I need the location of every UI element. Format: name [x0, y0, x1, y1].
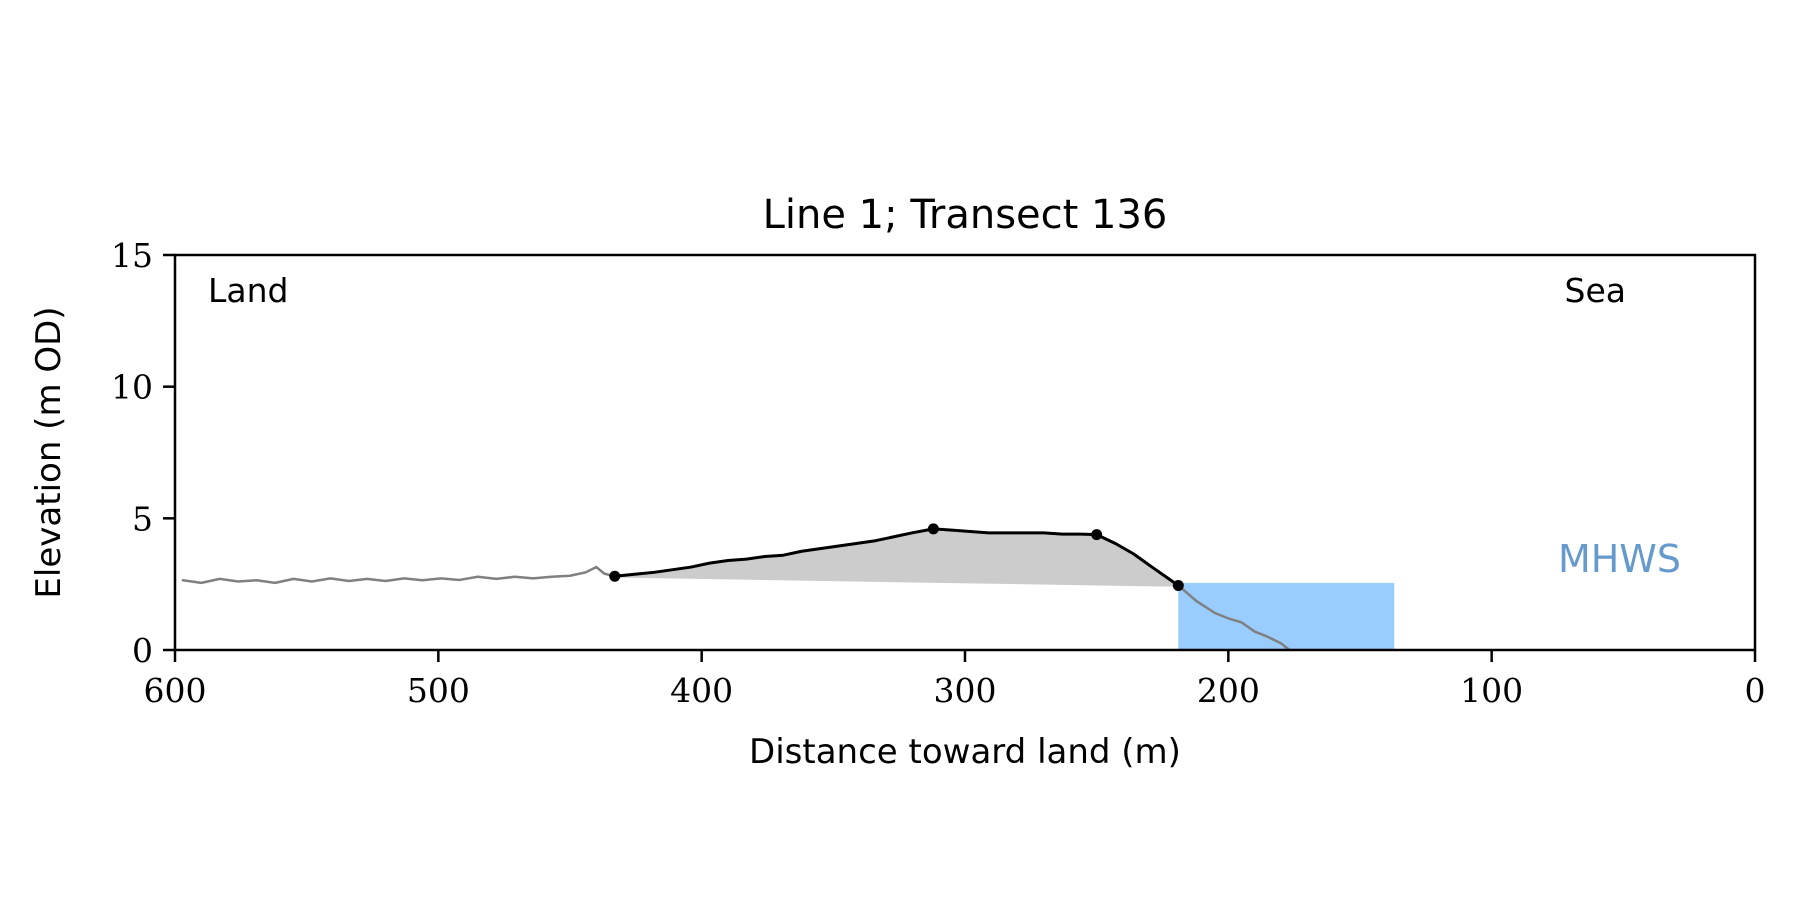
- y-tick-label: 0: [132, 631, 153, 670]
- profile-key-point: [1091, 529, 1103, 541]
- dune-fill-area: [614, 528, 1179, 587]
- x-axis-label: Distance toward land (m): [749, 732, 1181, 772]
- x-tick-label: 100: [1460, 671, 1523, 710]
- outer-profile-line-0: [181, 565, 617, 585]
- outer-profile-line-1: [1177, 584, 1291, 651]
- y-axis-label: Elevation (m OD): [29, 306, 69, 598]
- x-tick-label: 0: [1745, 671, 1766, 710]
- chart-title: Line 1; Transect 136: [763, 192, 1168, 238]
- y-tick-label: 10: [111, 368, 153, 407]
- profile-key-point: [927, 523, 939, 535]
- x-tick-label: 400: [670, 671, 733, 710]
- profile-key-point: [609, 570, 621, 582]
- x-axis-ticks: 600 500 400 300 200 100 0: [144, 650, 1766, 710]
- y-tick-label: 5: [132, 499, 153, 538]
- land-annotation: Land: [208, 271, 288, 310]
- mhws-annotation: MHWS: [1558, 537, 1681, 581]
- plot-area: [181, 523, 1395, 651]
- axes-frame: [173, 253, 1757, 652]
- profile-key-point: [1172, 579, 1184, 591]
- x-tick-label: 200: [1197, 671, 1260, 710]
- y-tick-label: 15: [111, 236, 153, 275]
- x-tick-label: 600: [144, 671, 207, 710]
- sea-annotation: Sea: [1565, 271, 1626, 310]
- mhws-water-area: [1178, 582, 1395, 650]
- x-tick-label: 300: [934, 671, 997, 710]
- x-tick-label: 500: [407, 671, 470, 710]
- y-axis-ticks: 0 5 10 15: [111, 236, 175, 670]
